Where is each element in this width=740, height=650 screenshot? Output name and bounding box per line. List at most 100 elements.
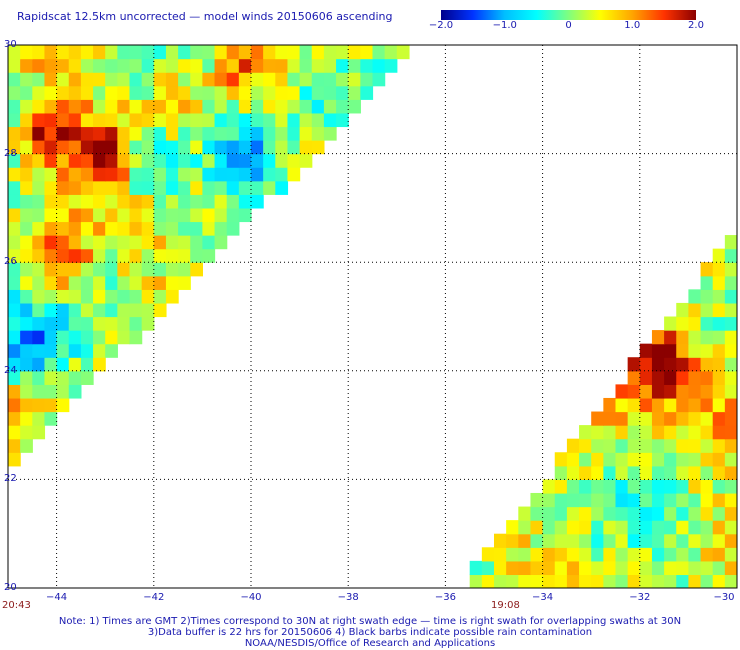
wind-cell bbox=[615, 574, 629, 588]
wind-cell bbox=[117, 302, 131, 318]
wind-cell bbox=[56, 194, 70, 209]
wind-cell bbox=[275, 180, 289, 195]
wind-cell bbox=[153, 153, 167, 168]
wind-cell bbox=[117, 180, 131, 195]
wind-cell bbox=[676, 492, 689, 508]
wind-cell bbox=[700, 465, 714, 480]
wind-cell bbox=[323, 72, 337, 87]
wind-cell bbox=[226, 140, 240, 155]
wind-cell bbox=[603, 492, 617, 508]
wind-cell bbox=[32, 194, 46, 209]
wind-cell bbox=[494, 574, 507, 588]
wind-cell bbox=[226, 85, 240, 100]
wind-cell bbox=[615, 438, 629, 453]
wind-cell bbox=[105, 235, 118, 250]
wind-cell bbox=[287, 58, 301, 73]
wind-cell bbox=[688, 479, 702, 494]
wind-cell bbox=[627, 492, 641, 508]
wind-cell bbox=[226, 194, 240, 209]
wind-cell bbox=[664, 330, 677, 345]
wind-cell bbox=[32, 207, 46, 223]
wind-cell bbox=[93, 45, 106, 60]
wind-cell bbox=[712, 357, 726, 372]
wind-cell bbox=[68, 357, 82, 372]
wind-cell bbox=[178, 167, 191, 182]
wind-cell bbox=[542, 520, 556, 535]
wind-cell bbox=[44, 289, 58, 304]
wind-cell bbox=[8, 72, 21, 87]
wind-cell bbox=[141, 112, 155, 128]
wind-cell bbox=[93, 180, 106, 195]
wind-cell bbox=[68, 289, 82, 304]
wind-cell bbox=[566, 560, 580, 576]
wind-cell bbox=[190, 72, 203, 87]
wind-cell bbox=[348, 58, 361, 73]
wind-cell bbox=[141, 126, 155, 141]
wind-cell bbox=[44, 316, 58, 331]
wind-cell bbox=[68, 85, 82, 100]
wind-cell bbox=[80, 207, 94, 223]
wind-cell bbox=[68, 194, 82, 209]
wind-cell bbox=[68, 343, 82, 358]
wind-cell bbox=[494, 533, 507, 548]
wind-cell bbox=[518, 574, 532, 588]
wind-cell bbox=[105, 72, 118, 87]
wind-cell bbox=[226, 221, 240, 236]
wind-cell bbox=[639, 574, 653, 588]
wind-cell bbox=[8, 153, 21, 168]
swath-time-left: 20:43 bbox=[2, 600, 31, 611]
wind-cell bbox=[591, 492, 604, 508]
wind-cell bbox=[190, 262, 203, 277]
lon-label-minus-30: −30 bbox=[713, 592, 735, 603]
wind-cell bbox=[554, 520, 568, 535]
wind-cell bbox=[481, 574, 495, 588]
wind-cell bbox=[8, 384, 21, 399]
wind-cell bbox=[251, 45, 264, 60]
wind-cell bbox=[287, 140, 301, 155]
wind-cell bbox=[214, 58, 228, 73]
wind-cell bbox=[251, 194, 264, 209]
wind-cell bbox=[117, 289, 131, 304]
wind-cell bbox=[688, 357, 702, 372]
wind-cell bbox=[141, 207, 155, 223]
wind-cell bbox=[263, 112, 276, 128]
wind-cell bbox=[153, 99, 167, 114]
wind-cell bbox=[165, 221, 179, 236]
lon-label-minus-32: −32 bbox=[629, 592, 651, 603]
wind-cell bbox=[566, 438, 580, 453]
wind-cell bbox=[202, 99, 216, 114]
wind-cell bbox=[639, 425, 653, 440]
wind-cell bbox=[664, 438, 677, 453]
wind-cell bbox=[165, 153, 179, 168]
wind-cell bbox=[129, 72, 143, 87]
wind-cell bbox=[639, 357, 653, 372]
wind-cell bbox=[68, 207, 82, 223]
wind-cell bbox=[579, 438, 592, 453]
wind-cell bbox=[8, 330, 21, 345]
wind-cell bbox=[32, 275, 46, 290]
wind-cell bbox=[712, 547, 726, 562]
wind-cell bbox=[105, 99, 118, 114]
wind-cell bbox=[688, 560, 702, 576]
wind-cell bbox=[105, 275, 118, 290]
wind-cell bbox=[93, 140, 106, 155]
wind-cell bbox=[153, 221, 167, 236]
wind-cell bbox=[8, 316, 21, 331]
wind-cell bbox=[251, 112, 264, 128]
wind-cell bbox=[214, 167, 228, 182]
wind-cell bbox=[20, 207, 33, 223]
wind-cell bbox=[591, 479, 604, 494]
wind-cell bbox=[676, 370, 689, 385]
wind-cell bbox=[93, 357, 106, 372]
wind-cell bbox=[554, 492, 568, 508]
wind-cell bbox=[518, 533, 532, 548]
wind-cell bbox=[688, 425, 702, 440]
wind-cell bbox=[336, 99, 349, 114]
wind-cell bbox=[20, 58, 33, 73]
wind-cell bbox=[80, 72, 94, 87]
wind-cell bbox=[32, 343, 46, 358]
lat-label-30: 30 bbox=[4, 39, 17, 50]
wind-cell bbox=[190, 85, 203, 100]
wind-cell bbox=[275, 140, 289, 155]
note-line-1: Note: 1) Times are GMT 2)Times correspon… bbox=[58, 616, 682, 627]
